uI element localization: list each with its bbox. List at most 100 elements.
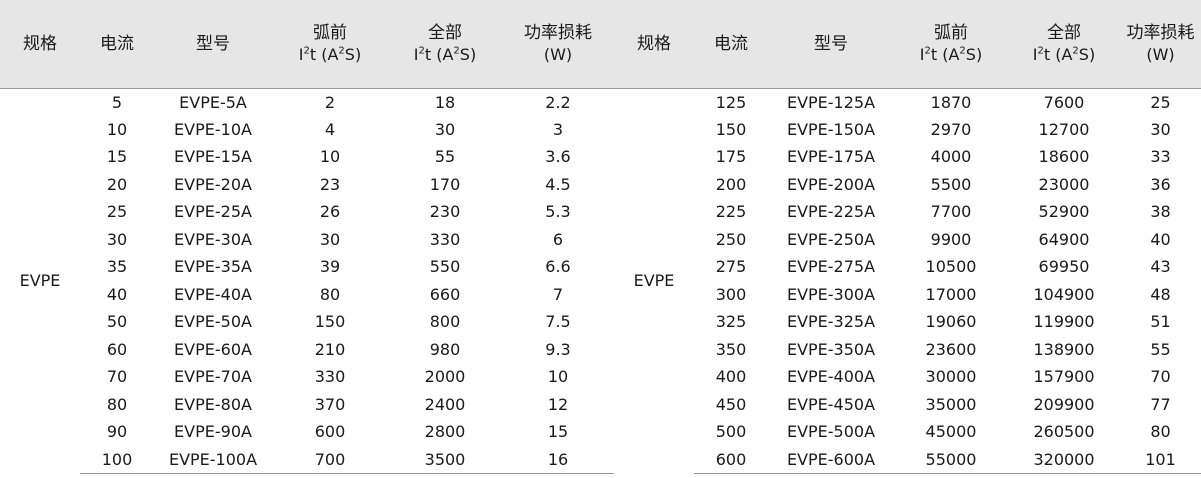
- model-cell: EVPE-275A: [786, 257, 876, 277]
- current-cell: 500: [715, 422, 747, 442]
- power-cell: 48: [1150, 284, 1171, 304]
- table-row: 40 EVPE-40A 80 660 7 300 EVPE-300A 17000 104900 4…: [0, 281, 1201, 309]
- power-cell: 7.5: [545, 312, 571, 332]
- table-row: 60 EVPE-60A 210 980 9.3 350 EVPE-350A 23600 1389…: [0, 336, 1201, 364]
- prearc-cell: 35000: [925, 394, 977, 414]
- table-row: 100 EVPE-100A 700 3500 16 600 EVPE-600A 55000 32…: [0, 445, 1201, 474]
- model-cell: EVPE-70A: [174, 367, 252, 387]
- current-cell: 225: [715, 202, 747, 222]
- prearc-cell: 30: [319, 229, 341, 249]
- model-cell: EVPE-90A: [174, 422, 252, 442]
- prearc-cell: 150: [314, 312, 346, 332]
- current-cell: 350: [715, 339, 747, 359]
- total-cell: 52900: [1038, 202, 1090, 222]
- total-cell: 119900: [1033, 312, 1095, 332]
- current-cell: 35: [106, 257, 128, 277]
- power-cell: 40: [1150, 229, 1171, 249]
- current-cell: 100: [80, 445, 154, 474]
- model-cell: EVPE-35A: [174, 257, 252, 277]
- total-cell: 2000: [424, 367, 466, 387]
- model-cell: EVPE-225A: [786, 202, 876, 222]
- table-row: 30 EVPE-30A 30 330 6 250 EVPE-250A 9900 64900 40: [0, 226, 1201, 254]
- total-cell: 23000: [1038, 174, 1090, 194]
- table-row: 50 EVPE-50A 150 800 7.5 325 EVPE-325A 19060 1199…: [0, 308, 1201, 336]
- header-power-loss: 功率损耗 (W): [1120, 0, 1201, 89]
- table-row: 10 EVPE-10A 4 30 3 150 EVPE-150A 2970 12700 30: [0, 116, 1201, 144]
- model-cell: EVPE-50A: [174, 312, 252, 332]
- total-cell: 170: [429, 174, 461, 194]
- model-cell: EVPE-200A: [786, 174, 876, 194]
- header-current: 电流: [80, 0, 154, 89]
- table-row: EVPE 5 EVPE-5A 2 18 2.2 EVPE 125 EVPE-125A 1870 76…: [0, 88, 1201, 291]
- model-cell: EVPE-15A: [174, 147, 252, 167]
- power-cell: 6: [552, 229, 564, 249]
- model-cell: EVPE-325A: [786, 312, 876, 332]
- current-cell: 90: [106, 422, 128, 442]
- header-prearc-i2t: 弧前 I2t (A2S): [272, 0, 388, 89]
- power-cell: 7: [552, 284, 564, 304]
- header-spec: 规格: [614, 0, 694, 89]
- current-cell: 70: [106, 367, 128, 387]
- table-row: 15 EVPE-15A 10 55 3.6 175 EVPE-175A 4000 18600 33: [0, 143, 1201, 171]
- model-cell: EVPE-450A: [786, 394, 876, 414]
- prearc-cell: 19060: [925, 312, 977, 332]
- header-total-i2t: 全部 I2t (A2S): [388, 0, 502, 89]
- model-cell: EVPE-500A: [786, 422, 876, 442]
- total-cell: 18: [434, 92, 456, 112]
- total-cell: 7600: [1043, 92, 1085, 112]
- prearc-cell: 2970: [930, 119, 972, 139]
- current-cell: 25: [106, 202, 128, 222]
- header-prearc-i2t: 弧前 I2t (A2S): [894, 0, 1008, 89]
- current-cell: 250: [715, 229, 747, 249]
- header-power-loss: 功率损耗 (W): [502, 0, 614, 89]
- prearc-cell: 10: [319, 147, 341, 167]
- prearc-cell: 4000: [930, 147, 972, 167]
- power-cell: 4.5: [545, 174, 571, 194]
- current-cell: 200: [715, 174, 747, 194]
- current-cell: 175: [715, 147, 747, 167]
- current-cell: 15: [106, 147, 128, 167]
- power-cell: 77: [1150, 394, 1171, 414]
- model-cell: EVPE-100A: [154, 445, 272, 474]
- power-cell: 3: [552, 119, 564, 139]
- total-cell: 230: [429, 202, 461, 222]
- header-row: 规格 电流 型号 弧前 I2t (A2S) 全部 I2t (A2S) 功率损耗 …: [0, 0, 1201, 89]
- power-cell: 70: [1150, 367, 1171, 387]
- table-row: 35 EVPE-35A 39 550 6.6 275 EVPE-275A 10500 69950…: [0, 253, 1201, 281]
- prearc-cell: 7700: [930, 202, 972, 222]
- total-cell: 157900: [1033, 367, 1095, 387]
- table-row: 70 EVPE-70A 330 2000 10 400 EVPE-400A 30000 1579…: [0, 363, 1201, 391]
- model-cell: EVPE-80A: [174, 394, 252, 414]
- table-row: 25 EVPE-25A 26 230 5.3 225 EVPE-225A 7700 52900 3…: [0, 198, 1201, 226]
- model-cell: EVPE-300A: [786, 284, 876, 304]
- power-cell: 36: [1150, 174, 1171, 194]
- total-cell: 3500: [388, 445, 502, 474]
- total-cell: 550: [429, 257, 461, 277]
- power-cell: 43: [1150, 257, 1171, 277]
- model-cell: EVPE-600A: [768, 445, 894, 474]
- header-spec: 规格: [0, 0, 80, 89]
- header-total-i2t: 全部 I2t (A2S): [1008, 0, 1120, 89]
- power-cell: 3.6: [545, 147, 571, 167]
- model-cell: EVPE-60A: [174, 339, 252, 359]
- model-cell: EVPE-350A: [786, 339, 876, 359]
- table-row: 20 EVPE-20A 23 170 4.5 200 EVPE-200A 5500 23000 3…: [0, 171, 1201, 199]
- prearc-cell: 370: [314, 394, 346, 414]
- power-cell: 2.2: [545, 92, 571, 112]
- total-cell: 2400: [424, 394, 466, 414]
- model-cell: EVPE-250A: [786, 229, 876, 249]
- current-cell: 20: [106, 174, 128, 194]
- prearc-cell: 55000: [894, 445, 1008, 474]
- prearc-cell: 5500: [930, 174, 972, 194]
- current-cell: 10: [106, 119, 128, 139]
- model-cell: EVPE-10A: [174, 119, 252, 139]
- model-cell: EVPE-30A: [174, 229, 252, 249]
- header-current: 电流: [694, 0, 768, 89]
- prearc-cell: 9900: [930, 229, 972, 249]
- power-cell: 9.3: [545, 339, 571, 359]
- prearc-cell: 39: [319, 257, 341, 277]
- model-cell: EVPE-5A: [179, 92, 247, 112]
- total-cell: 138900: [1033, 339, 1095, 359]
- model-cell: EVPE-175A: [786, 147, 876, 167]
- power-cell: 25: [1150, 92, 1171, 112]
